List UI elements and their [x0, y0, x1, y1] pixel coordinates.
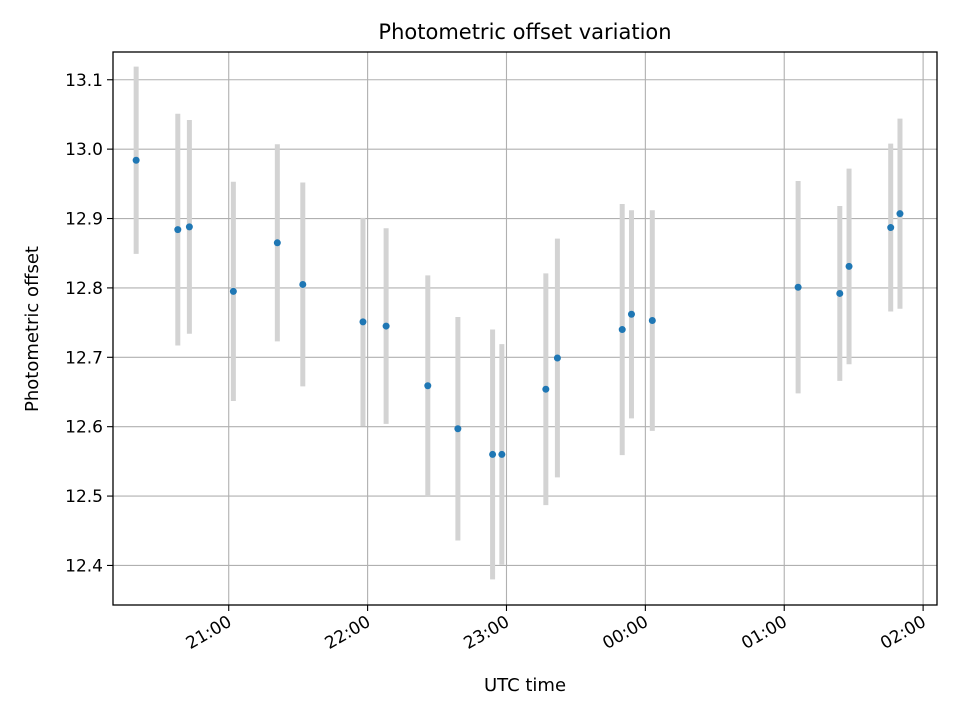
data-point	[618, 326, 626, 334]
y-tick-label: 12.5	[65, 487, 103, 507]
y-axis-title: Photometric offset	[22, 246, 43, 412]
data-points	[132, 156, 904, 458]
y-tick-label: 12.9	[65, 210, 103, 230]
y-tick-label: 13.1	[65, 71, 103, 91]
data-point	[229, 287, 237, 295]
grid	[113, 52, 937, 605]
data-point	[273, 239, 281, 247]
data-point	[887, 224, 895, 232]
data-point	[794, 283, 802, 291]
y-tick-label: 12.4	[65, 556, 103, 576]
data-point	[896, 210, 904, 218]
plot-frame	[112, 51, 938, 606]
data-point	[542, 385, 550, 393]
data-point	[454, 425, 462, 433]
data-point	[627, 310, 635, 318]
y-tick-label: 12.8	[65, 279, 103, 299]
chart-title: Photometric offset variation	[378, 20, 671, 44]
data-point	[424, 382, 432, 390]
x-axis-title: UTC time	[484, 675, 566, 696]
data-point	[382, 322, 390, 330]
data-point	[185, 223, 193, 231]
data-point	[498, 450, 506, 458]
data-point	[359, 318, 367, 326]
data-point	[489, 450, 497, 458]
data-point	[553, 354, 561, 362]
data-point	[648, 317, 656, 325]
y-tick-label: 12.6	[65, 418, 103, 438]
data-point	[132, 156, 140, 164]
data-point	[836, 289, 844, 297]
data-point	[845, 262, 853, 270]
data-point	[174, 226, 182, 234]
y-tick-label: 13.0	[65, 140, 103, 160]
data-point	[299, 280, 307, 288]
y-tick-label: 12.7	[65, 348, 103, 368]
y-axis-ticks: 12.4 12.5 12.6 12.7 12.8 12.9 13.0 13.1	[65, 71, 113, 576]
